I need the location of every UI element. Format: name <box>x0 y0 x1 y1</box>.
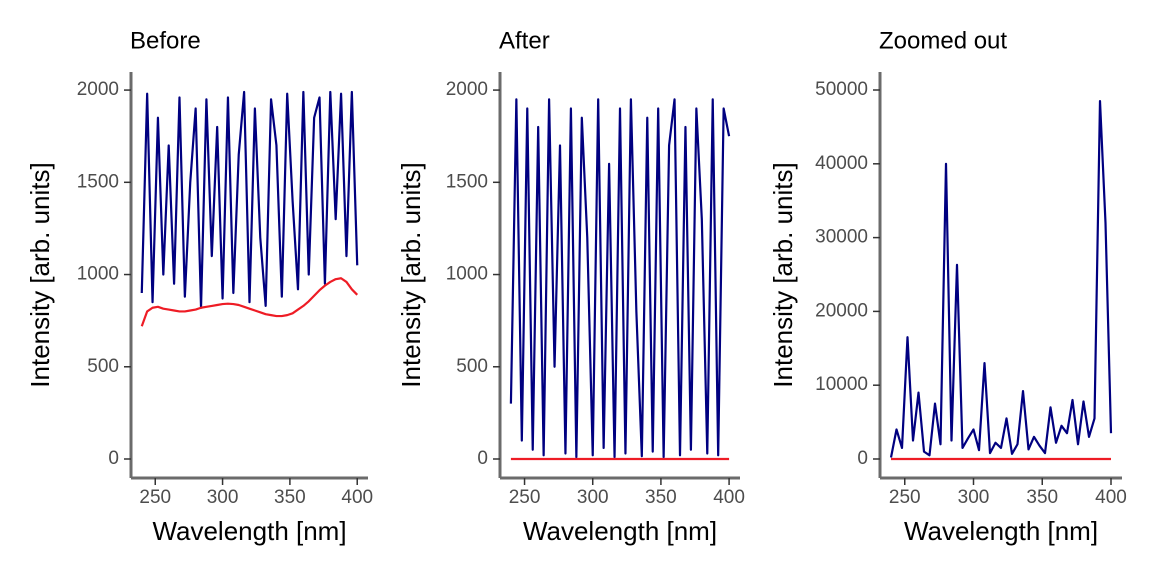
spectrum-line <box>509 98 731 459</box>
spectrum-line <box>140 277 359 327</box>
x-tick-label: 300 <box>958 487 990 508</box>
x-tick-label: 350 <box>645 487 677 508</box>
x-axis-title: Wavelength [nm] <box>523 516 717 546</box>
y-tick-label: 20000 <box>815 300 868 321</box>
panel-title: Before <box>130 27 201 54</box>
y-tick-label: 0 <box>108 448 119 469</box>
y-tick-label: 1500 <box>77 171 119 192</box>
y-tick-label: 10000 <box>815 374 868 395</box>
y-tick-label: 2000 <box>446 79 488 100</box>
x-tick-label: 300 <box>207 487 239 508</box>
x-tick-label: 400 <box>341 487 373 508</box>
y-axis-title: Intensity [arb. units] <box>396 162 426 387</box>
y-tick-label: 40000 <box>815 153 868 174</box>
y-axis-title: Intensity [arb. units] <box>25 162 55 387</box>
x-axis-title: Wavelength [nm] <box>152 516 346 546</box>
x-tick-label: 250 <box>889 487 921 508</box>
spectrum-line <box>140 90 359 309</box>
y-tick-label: 0 <box>857 448 868 469</box>
x-tick-label: 300 <box>577 487 609 508</box>
x-tick-label: 250 <box>139 487 171 508</box>
x-tick-label: 400 <box>1095 487 1127 508</box>
y-tick-label: 0 <box>477 448 488 469</box>
y-tick-label: 500 <box>456 356 488 377</box>
x-tick-label: 400 <box>713 487 745 508</box>
y-tick-label: 500 <box>87 356 119 377</box>
x-tick-label: 350 <box>274 487 306 508</box>
y-tick-label: 2000 <box>77 79 119 100</box>
y-axis-title: Intensity [arb. units] <box>768 162 798 387</box>
x-axis-title: Wavelength [nm] <box>904 516 1098 546</box>
x-tick-label: 350 <box>1026 487 1058 508</box>
y-tick-label: 1000 <box>77 264 119 285</box>
panel-title: Zoomed out <box>879 27 1007 54</box>
panel-title: After <box>499 27 550 54</box>
y-tick-label: 50000 <box>815 79 868 100</box>
y-tick-label: 30000 <box>815 227 868 248</box>
y-tick-label: 1500 <box>446 171 488 192</box>
x-tick-label: 250 <box>509 487 541 508</box>
y-tick-label: 1000 <box>446 264 488 285</box>
spectrum-line <box>889 99 1113 458</box>
